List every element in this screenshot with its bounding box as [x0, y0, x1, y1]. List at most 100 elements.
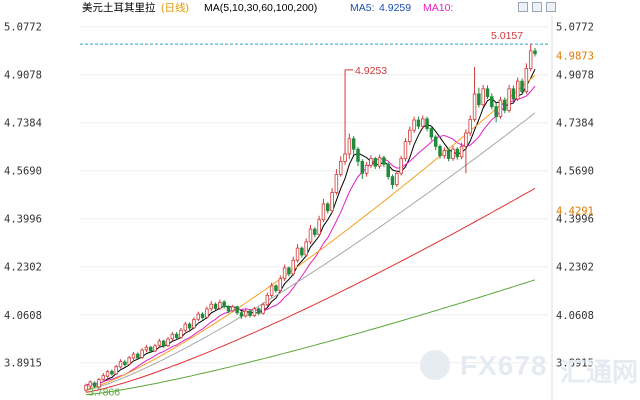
- candle-body: [399, 158, 403, 174]
- candle: [498, 96, 503, 119]
- candle: [92, 381, 97, 389]
- candle-body: [149, 346, 153, 352]
- price-annotations: 4.9253 5.0157 3.7866 4.9873 4.4291: [88, 30, 594, 398]
- candle-body: [213, 303, 218, 309]
- candle-body: [252, 308, 257, 316]
- candle: [330, 188, 334, 213]
- candle-body: [187, 323, 192, 329]
- play-icon[interactable]: [532, 2, 542, 12]
- ma5-label: MA5:: [350, 2, 375, 14]
- y-tick-label-left: 4.3996: [4, 214, 42, 226]
- candle-body: [209, 303, 213, 310]
- candle: [438, 144, 442, 159]
- candle-body: [222, 301, 226, 307]
- candle-body: [118, 361, 123, 368]
- expand-icon[interactable]: [546, 2, 556, 12]
- candle: [226, 305, 231, 314]
- grid-lines: [80, 26, 548, 364]
- candle: [261, 302, 265, 315]
- y-tick-label: 4.9078: [556, 70, 594, 82]
- candle-body: [481, 88, 485, 106]
- candle: [399, 155, 403, 176]
- candle-body: [472, 93, 477, 120]
- candle: [265, 292, 270, 307]
- candle: [446, 148, 451, 162]
- candle: [196, 311, 200, 322]
- watermark-cn: 汇通网: [560, 357, 639, 387]
- candle-body: [274, 285, 278, 292]
- candle-body: [511, 88, 516, 100]
- candle-body: [317, 219, 321, 235]
- candle-body: [179, 329, 183, 338]
- candle: [528, 44, 533, 72]
- candle-body: [218, 301, 222, 309]
- candle-body: [433, 136, 438, 147]
- y-tick-label-left: 4.2302: [4, 262, 42, 274]
- candle: [485, 85, 490, 100]
- candle: [144, 345, 149, 353]
- ma200-line: [85, 279, 536, 396]
- candle: [408, 126, 412, 145]
- ma60-line: [85, 112, 536, 391]
- ma10-label: MA10:: [423, 2, 454, 14]
- candle-body: [261, 304, 265, 314]
- candle-body: [485, 88, 490, 98]
- y-axis: 5.0772 5.0772 4.9078 4.9078 4.7384 4.7384 4.56…: [4, 16, 594, 400]
- candle-body: [515, 80, 520, 100]
- candle-body: [382, 157, 386, 165]
- candle: [360, 159, 365, 179]
- chart-type-icon[interactable]: [518, 2, 528, 12]
- candle-body: [84, 384, 88, 391]
- candle: [213, 302, 218, 311]
- candle: [520, 78, 524, 95]
- candle-body: [140, 349, 144, 358]
- candle: [390, 174, 395, 189]
- candle-body: [369, 158, 373, 166]
- candle: [347, 133, 352, 160]
- candlesticks: [84, 44, 537, 393]
- candle-body: [498, 99, 503, 118]
- candle-body: [269, 285, 274, 296]
- candle: [88, 380, 93, 389]
- candle: [101, 373, 106, 381]
- candle: [356, 147, 360, 167]
- candle-body: [330, 192, 334, 212]
- candle: [321, 198, 326, 223]
- y-tick-label-left: 4.9078: [4, 70, 42, 82]
- candle: [287, 266, 291, 277]
- y-tick-label: 3.8915: [556, 358, 594, 370]
- y-tick-label-left: 4.5690: [4, 166, 42, 178]
- ma-setting[interactable]: MA(5,10,30,60,100,200): [204, 2, 318, 14]
- candle-body: [123, 361, 127, 365]
- candle: [317, 215, 321, 237]
- candle-body: [520, 80, 524, 93]
- candle: [412, 116, 416, 134]
- candle-body: [524, 68, 529, 93]
- candle: [382, 155, 386, 168]
- candle: [244, 309, 248, 318]
- y-tick-label-left: 3.8915: [4, 358, 42, 370]
- candle: [464, 129, 468, 174]
- candle-body: [533, 50, 537, 55]
- candle-body: [459, 145, 464, 158]
- candle-body: [88, 381, 93, 387]
- candle-body: [468, 119, 472, 134]
- candle-body: [451, 148, 455, 159]
- candle-body: [278, 278, 283, 292]
- candle: [459, 142, 464, 160]
- candle: [183, 321, 188, 332]
- candle-body: [421, 118, 425, 127]
- candle: [524, 63, 529, 94]
- candle: [231, 304, 235, 313]
- candle: [313, 227, 317, 238]
- candle-body: [343, 153, 347, 162]
- chart-title: 美元土耳其里拉: [82, 2, 156, 14]
- candle-body: [334, 174, 339, 193]
- candle-body: [326, 203, 330, 212]
- candle: [149, 345, 153, 353]
- candle-body: [239, 312, 244, 317]
- candle: [222, 300, 226, 309]
- candle-body: [408, 129, 412, 142]
- candle: [421, 115, 425, 130]
